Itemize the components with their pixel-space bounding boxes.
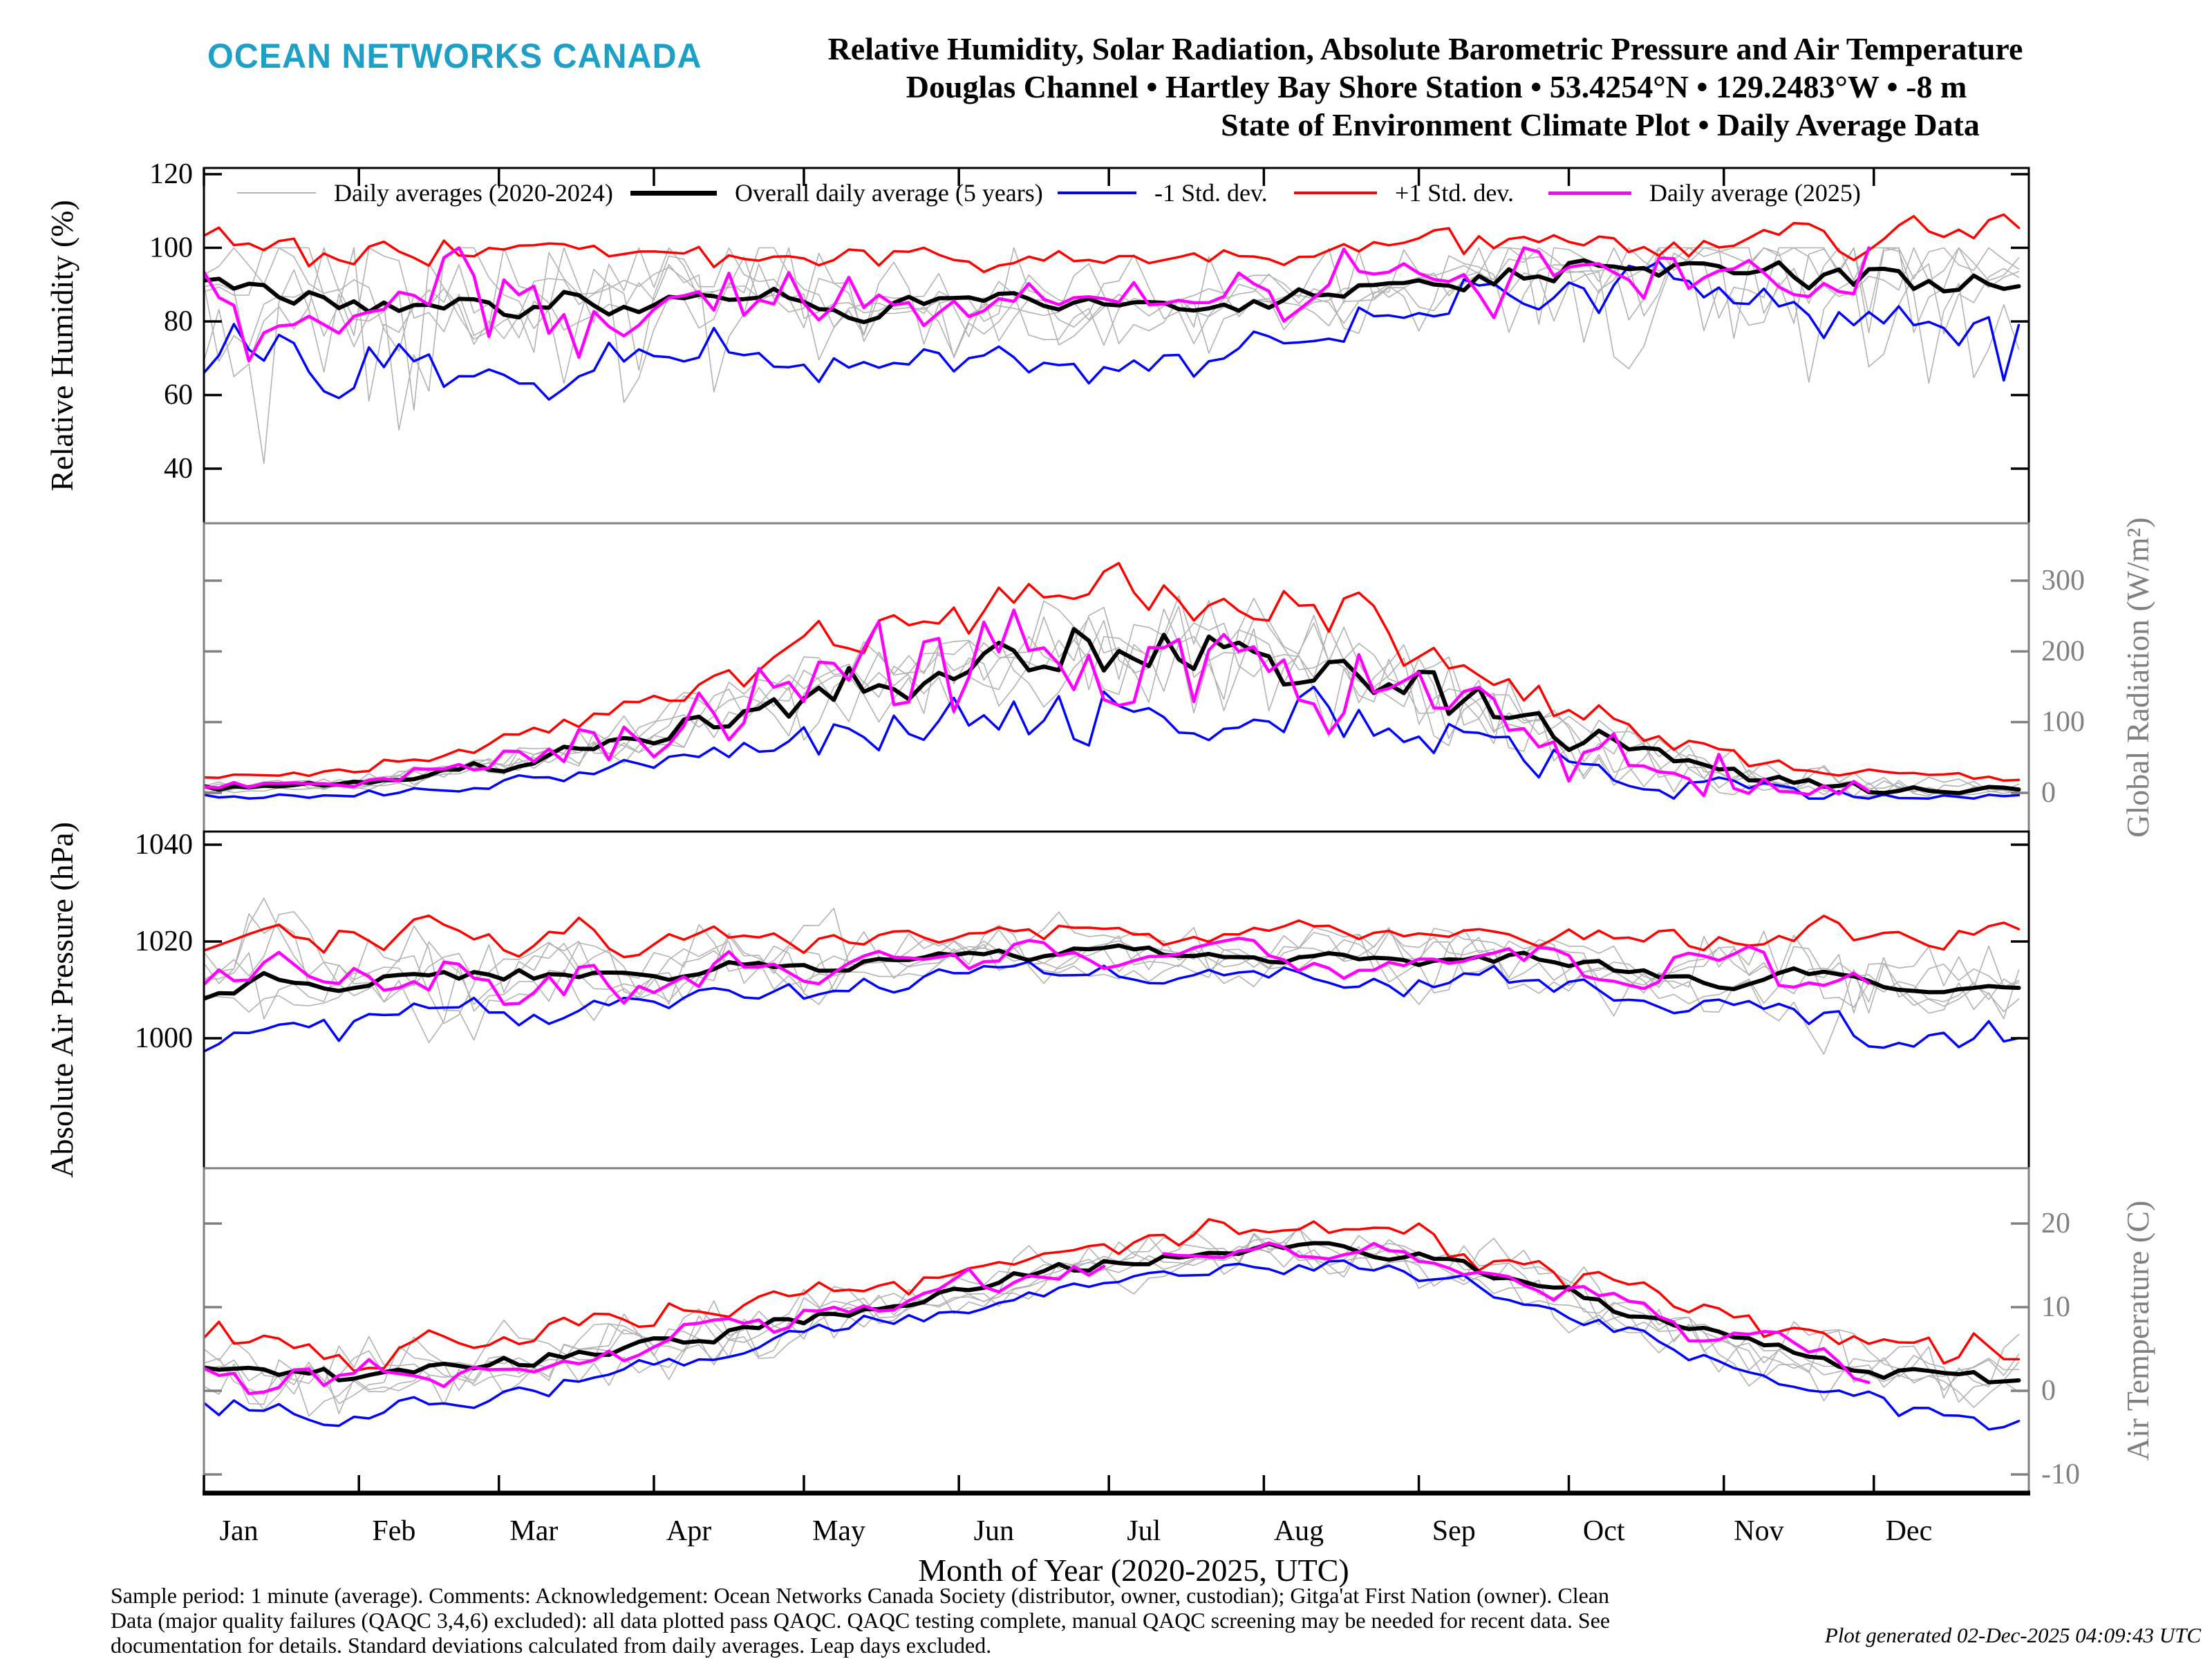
footnote-line2: Data (major quality failures (QAQC 3,4,6…	[111, 1608, 1611, 1633]
air-temperature-tick-label: 10	[2041, 1291, 2070, 1323]
global-radiation-series-group	[204, 561, 2021, 800]
absolute-air-pressure-year-line	[204, 897, 2020, 1055]
relative-humidity-axes-box	[203, 167, 2030, 525]
plot-title-line3: State of Environment Climate Plot • Dail…	[1221, 107, 1980, 142]
relative-humidity-plus1sd-line	[204, 213, 2021, 274]
absolute-air-pressure-year-line	[204, 908, 2020, 1008]
air-temperature-year-line	[204, 1230, 2020, 1417]
legend-label-plus1sd: +1 Std. dev.	[1395, 179, 1514, 207]
legend-label-minus1sd: -1 Std. dev.	[1154, 179, 1268, 207]
month-label-dec: Dec	[1886, 1515, 1933, 1547]
legend-label-daily-average-2025: Daily average (2025)	[1649, 179, 1861, 207]
air-temperature-tick-label: 0	[2041, 1375, 2056, 1407]
global-radiation-tick-label: 300	[2041, 565, 2085, 597]
legend-swatch-gray	[237, 192, 316, 194]
absolute-air-pressure-tick-label: 1040	[135, 829, 193, 861]
global-radiation-2025-line	[204, 608, 1871, 798]
absolute-air-pressure-year-line	[204, 929, 2020, 1020]
relative-humidity-tick-label: 100	[149, 232, 193, 264]
month-label-jun: Jun	[974, 1515, 1014, 1547]
legend-item-daily-averages: Daily averages (2020-2024)	[237, 178, 613, 208]
plot-generated-timestamp: Plot generated 02-Dec-2025 04:09:43 UTC	[1824, 1623, 2201, 1647]
plot-title-line2: Douglas Channel • Hartley Bay Shore Stat…	[906, 69, 1967, 104]
onc-logo: OCEAN NETWORKS CANADA	[207, 37, 702, 75]
air-temperature-year-line	[204, 1232, 2020, 1386]
month-label-nov: Nov	[1734, 1515, 1783, 1547]
air-temperature-2025-line	[204, 1264, 1106, 1396]
global-radiation-minus1sd-line	[204, 685, 2021, 800]
month-label-aug: Aug	[1274, 1515, 1324, 1547]
absolute-air-pressure-2025-line	[204, 937, 1871, 1006]
global-radiation-tick-label: 100	[2041, 706, 2085, 738]
legend-swatch-red	[1294, 191, 1377, 194]
air-temperature-tick-label: -10	[2041, 1459, 2080, 1490]
relative-humidity-tick-label: 120	[149, 158, 193, 190]
relative-humidity-minus1sd-line	[204, 260, 2021, 401]
air-temperature-axes-box	[203, 1167, 2030, 1494]
absolute-air-pressure-tick-label: 1020	[135, 926, 193, 957]
relative-humidity-series-group	[204, 213, 2021, 465]
footnote: Sample period: 1 minute (average). Comme…	[111, 1583, 1610, 1658]
footnote-line3: documentation for details. Standard devi…	[111, 1633, 992, 1658]
relative-humidity-year-line	[204, 247, 2020, 363]
relative-humidity-tick-label: 40	[164, 453, 193, 485]
global-radiation-plus1sd-line	[204, 561, 2021, 782]
relative-humidity-year-line	[204, 247, 2020, 411]
month-label-jul: Jul	[1127, 1515, 1161, 1547]
legend-label-overall-average: Overall daily average (5 years)	[735, 179, 1043, 207]
legend-item-minus1sd: -1 Std. dev.	[1058, 178, 1268, 208]
month-label-oct: Oct	[1583, 1515, 1625, 1547]
global-radiation-mean-line	[204, 627, 2021, 796]
month-label-jan: Jan	[220, 1515, 259, 1547]
absolute-air-pressure-axis-label: Absolute Air Pressure (hPa)	[44, 822, 79, 1178]
absolute-air-pressure-series-group	[204, 897, 2021, 1055]
relative-humidity-tick-label: 80	[164, 306, 193, 337]
relative-humidity-mean-line	[204, 258, 2021, 324]
relative-humidity-axis-label: Relative Humidity (%)	[44, 200, 79, 491]
air-temperature-tick-label: 20	[2041, 1208, 2070, 1239]
absolute-air-pressure-year-line	[204, 911, 2020, 1024]
global-radiation-year-line	[204, 597, 2020, 791]
legend-item-overall-average: Overall daily average (5 years)	[630, 178, 1043, 208]
month-label-mar: Mar	[509, 1515, 558, 1547]
absolute-air-pressure-plus1sd-line	[204, 914, 2021, 959]
air-temperature-mean-line	[204, 1241, 2021, 1385]
legend-item-daily-average-2025: Daily average (2025)	[1548, 178, 1861, 208]
absolute-air-pressure-year-line	[204, 927, 2020, 1044]
legend-swatch-blue	[1058, 191, 1136, 194]
legend-swatch-magenta	[1548, 191, 1631, 195]
legend-item-plus1sd: +1 Std. dev.	[1294, 178, 1514, 208]
air-temperature-axis-label: Air Temperature (C)	[2120, 1201, 2155, 1461]
absolute-air-pressure-minus1sd-line	[204, 960, 2021, 1053]
air-temperature-minus1sd-line	[204, 1259, 2021, 1431]
air-temperature-2025-line	[1162, 1241, 1871, 1385]
air-temperature-year-line	[204, 1228, 2020, 1414]
relative-humidity-year-line	[204, 247, 2020, 402]
legend-swatch-black	[630, 190, 717, 196]
month-label-sep: Sep	[1432, 1515, 1476, 1547]
relative-humidity-year-line	[204, 247, 2020, 431]
absolute-air-pressure-mean-line	[204, 943, 2021, 1001]
relative-humidity-2025-line	[204, 246, 1871, 363]
legend-label-daily-averages: Daily averages (2020-2024)	[334, 179, 613, 207]
relative-humidity-year-line	[204, 247, 2020, 465]
air-temperature-series-group	[204, 1218, 2021, 1431]
plot-title-line1: Relative Humidity, Solar Radiation, Abso…	[827, 31, 2023, 66]
x-axis-title: Month of Year (2020-2025, UTC)	[918, 1553, 1349, 1588]
relative-humidity-tick-label: 60	[164, 379, 193, 411]
absolute-air-pressure-tick-label: 1000	[135, 1022, 193, 1054]
air-temperature-plus1sd-line	[204, 1218, 2021, 1372]
month-label-feb: Feb	[372, 1515, 415, 1547]
global-radiation-tick-label: 200	[2041, 635, 2085, 667]
global-radiation-tick-label: 0	[2041, 777, 2056, 809]
month-label-may: May	[812, 1515, 865, 1547]
global-radiation-axis-label: Global Radiation (W/m²)	[2120, 517, 2155, 837]
footnote-line1: Sample period: 1 minute (average). Comme…	[111, 1583, 1609, 1608]
month-label-apr: Apr	[666, 1515, 711, 1547]
